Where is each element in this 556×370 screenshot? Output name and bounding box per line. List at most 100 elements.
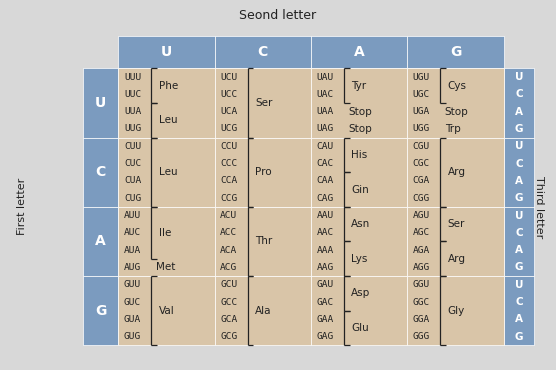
- Text: CAU: CAU: [316, 142, 334, 151]
- Text: UCU: UCU: [220, 73, 237, 81]
- Text: A: A: [515, 107, 523, 117]
- Text: C: C: [515, 228, 523, 238]
- Text: UAC: UAC: [316, 90, 334, 99]
- Text: A: A: [515, 176, 523, 186]
- Text: G: G: [514, 124, 523, 134]
- Text: GCG: GCG: [220, 332, 237, 341]
- Text: U: U: [514, 72, 523, 82]
- Text: Val: Val: [158, 306, 174, 316]
- Text: CCA: CCA: [220, 176, 237, 185]
- Text: UUC: UUC: [124, 90, 141, 99]
- Text: CAG: CAG: [316, 194, 334, 203]
- Text: A: A: [515, 314, 523, 324]
- Text: AUC: AUC: [124, 228, 141, 237]
- Text: Glu: Glu: [351, 323, 369, 333]
- Text: CUG: CUG: [124, 194, 141, 203]
- Text: Tyr: Tyr: [351, 81, 366, 91]
- Text: Ser: Ser: [255, 98, 272, 108]
- Text: CCC: CCC: [220, 159, 237, 168]
- Text: G: G: [450, 45, 461, 59]
- Text: GCA: GCA: [220, 315, 237, 324]
- Text: GUC: GUC: [124, 297, 141, 307]
- Text: C: C: [515, 89, 523, 99]
- FancyBboxPatch shape: [311, 138, 408, 207]
- Text: Trp: Trp: [445, 124, 460, 134]
- FancyBboxPatch shape: [118, 276, 215, 345]
- Text: Stop: Stop: [445, 107, 469, 117]
- FancyBboxPatch shape: [83, 276, 118, 345]
- Text: AAC: AAC: [316, 228, 334, 237]
- Text: Arg: Arg: [448, 167, 465, 177]
- Text: GUA: GUA: [124, 315, 141, 324]
- Text: Ala: Ala: [255, 306, 271, 316]
- FancyBboxPatch shape: [311, 36, 408, 68]
- Text: Third letter: Third letter: [534, 176, 544, 238]
- FancyBboxPatch shape: [83, 207, 118, 276]
- Text: AGG: AGG: [413, 263, 430, 272]
- FancyBboxPatch shape: [215, 68, 311, 138]
- Text: Stop: Stop: [349, 107, 372, 117]
- Text: First letter: First letter: [17, 178, 27, 235]
- FancyBboxPatch shape: [215, 276, 311, 345]
- Text: GAA: GAA: [316, 315, 334, 324]
- Text: CGG: CGG: [413, 194, 430, 203]
- FancyBboxPatch shape: [118, 68, 215, 138]
- FancyBboxPatch shape: [118, 207, 215, 276]
- Text: CCG: CCG: [220, 194, 237, 203]
- Text: AUG: AUG: [124, 263, 141, 272]
- Text: Met: Met: [156, 262, 175, 272]
- Text: Gin: Gin: [351, 185, 369, 195]
- Text: Asn: Asn: [351, 219, 370, 229]
- Text: U: U: [161, 45, 172, 59]
- Text: GCC: GCC: [220, 297, 237, 307]
- FancyBboxPatch shape: [408, 207, 504, 276]
- Text: UAG: UAG: [316, 124, 334, 134]
- Text: AAU: AAU: [316, 211, 334, 220]
- Text: C: C: [515, 297, 523, 307]
- Text: CUU: CUU: [124, 142, 141, 151]
- FancyBboxPatch shape: [83, 138, 118, 207]
- Text: GUU: GUU: [124, 280, 141, 289]
- Text: AAG: AAG: [316, 263, 334, 272]
- Text: G: G: [514, 193, 523, 203]
- Text: CGA: CGA: [413, 176, 430, 185]
- Text: Leu: Leu: [158, 167, 177, 177]
- Text: C: C: [96, 165, 106, 179]
- Text: UAA: UAA: [316, 107, 334, 116]
- Text: Thr: Thr: [255, 236, 272, 246]
- Text: GGG: GGG: [413, 332, 430, 341]
- FancyBboxPatch shape: [118, 138, 215, 207]
- Text: CAC: CAC: [316, 159, 334, 168]
- Text: GUG: GUG: [124, 332, 141, 341]
- Text: A: A: [354, 45, 365, 59]
- Text: AUA: AUA: [124, 246, 141, 255]
- Text: UGG: UGG: [413, 124, 430, 134]
- Text: GGC: GGC: [413, 297, 430, 307]
- Text: Phe: Phe: [158, 81, 178, 91]
- Text: U: U: [514, 141, 523, 151]
- Text: UGC: UGC: [413, 90, 430, 99]
- Text: AUU: AUU: [124, 211, 141, 220]
- FancyBboxPatch shape: [83, 68, 118, 138]
- Text: ACG: ACG: [220, 263, 237, 272]
- Text: C: C: [515, 159, 523, 169]
- Text: GGA: GGA: [413, 315, 430, 324]
- Text: CGC: CGC: [413, 159, 430, 168]
- FancyBboxPatch shape: [408, 276, 504, 345]
- Text: AAA: AAA: [316, 246, 334, 255]
- FancyBboxPatch shape: [311, 276, 408, 345]
- Text: ACU: ACU: [220, 211, 237, 220]
- Text: GAG: GAG: [316, 332, 334, 341]
- Text: Seond letter: Seond letter: [240, 9, 316, 22]
- Text: UUA: UUA: [124, 107, 141, 116]
- Text: CAA: CAA: [316, 176, 334, 185]
- Text: Arg: Arg: [448, 254, 465, 264]
- Text: Stop: Stop: [349, 124, 372, 134]
- FancyBboxPatch shape: [311, 207, 408, 276]
- Text: CUA: CUA: [124, 176, 141, 185]
- FancyBboxPatch shape: [504, 276, 534, 345]
- Text: CGU: CGU: [413, 142, 430, 151]
- Text: C: C: [258, 45, 268, 59]
- Text: G: G: [95, 304, 106, 318]
- FancyBboxPatch shape: [215, 138, 311, 207]
